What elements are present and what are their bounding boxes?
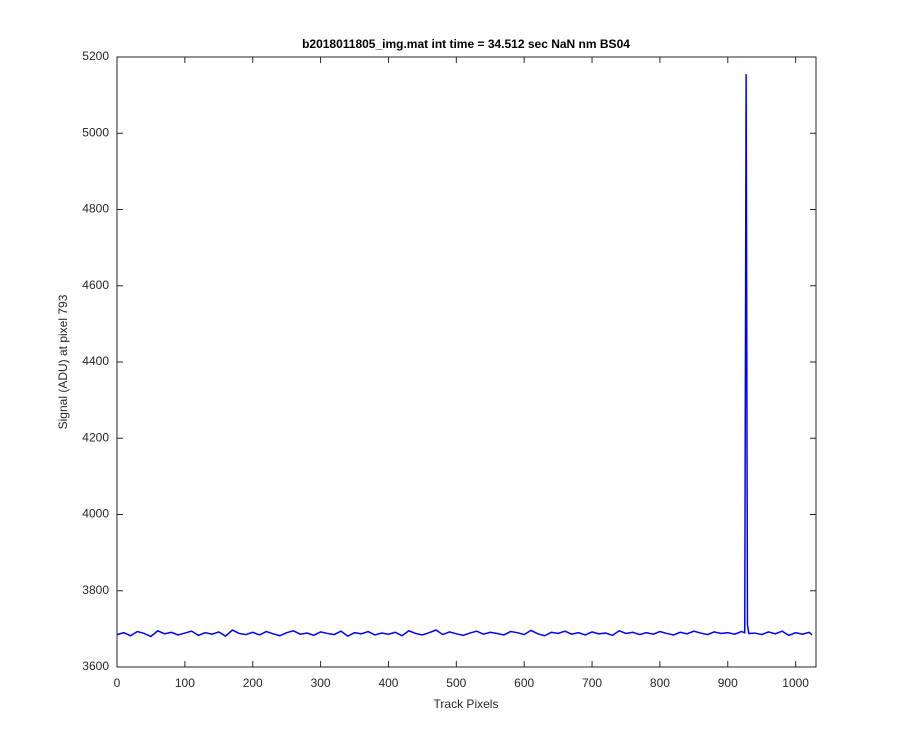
x-tick-label: 600 bbox=[514, 676, 534, 690]
y-axis-label: Signal (ADU) at pixel 793 bbox=[56, 294, 70, 429]
y-tick-label: 4800 bbox=[82, 202, 109, 216]
y-tick-label: 4000 bbox=[82, 507, 109, 521]
x-tick-label: 300 bbox=[311, 676, 331, 690]
y-tick-label: 4400 bbox=[82, 354, 109, 368]
x-tick-label: 200 bbox=[243, 676, 263, 690]
y-tick-label: 4600 bbox=[82, 278, 109, 292]
chart-title: b2018011805_img.mat int time = 34.512 se… bbox=[302, 37, 630, 51]
x-tick-label: 0 bbox=[114, 676, 121, 690]
x-tick-label: 900 bbox=[718, 676, 738, 690]
y-tick-label: 3600 bbox=[82, 659, 109, 673]
y-tick-label: 5000 bbox=[82, 125, 109, 139]
x-tick-label: 1000 bbox=[782, 676, 809, 690]
data-line bbox=[116, 74, 813, 638]
y-tick-label: 3800 bbox=[82, 583, 109, 597]
x-tick-label: 700 bbox=[582, 676, 602, 690]
x-tick-label: 400 bbox=[378, 676, 398, 690]
y-tick-label: 4200 bbox=[82, 430, 109, 444]
x-axis-label: Track Pixels bbox=[434, 697, 499, 711]
y-tick-label: 5200 bbox=[82, 49, 109, 63]
x-tick-label: 800 bbox=[650, 676, 670, 690]
x-tick-label: 500 bbox=[446, 676, 466, 690]
x-tick-label: 100 bbox=[175, 676, 195, 690]
